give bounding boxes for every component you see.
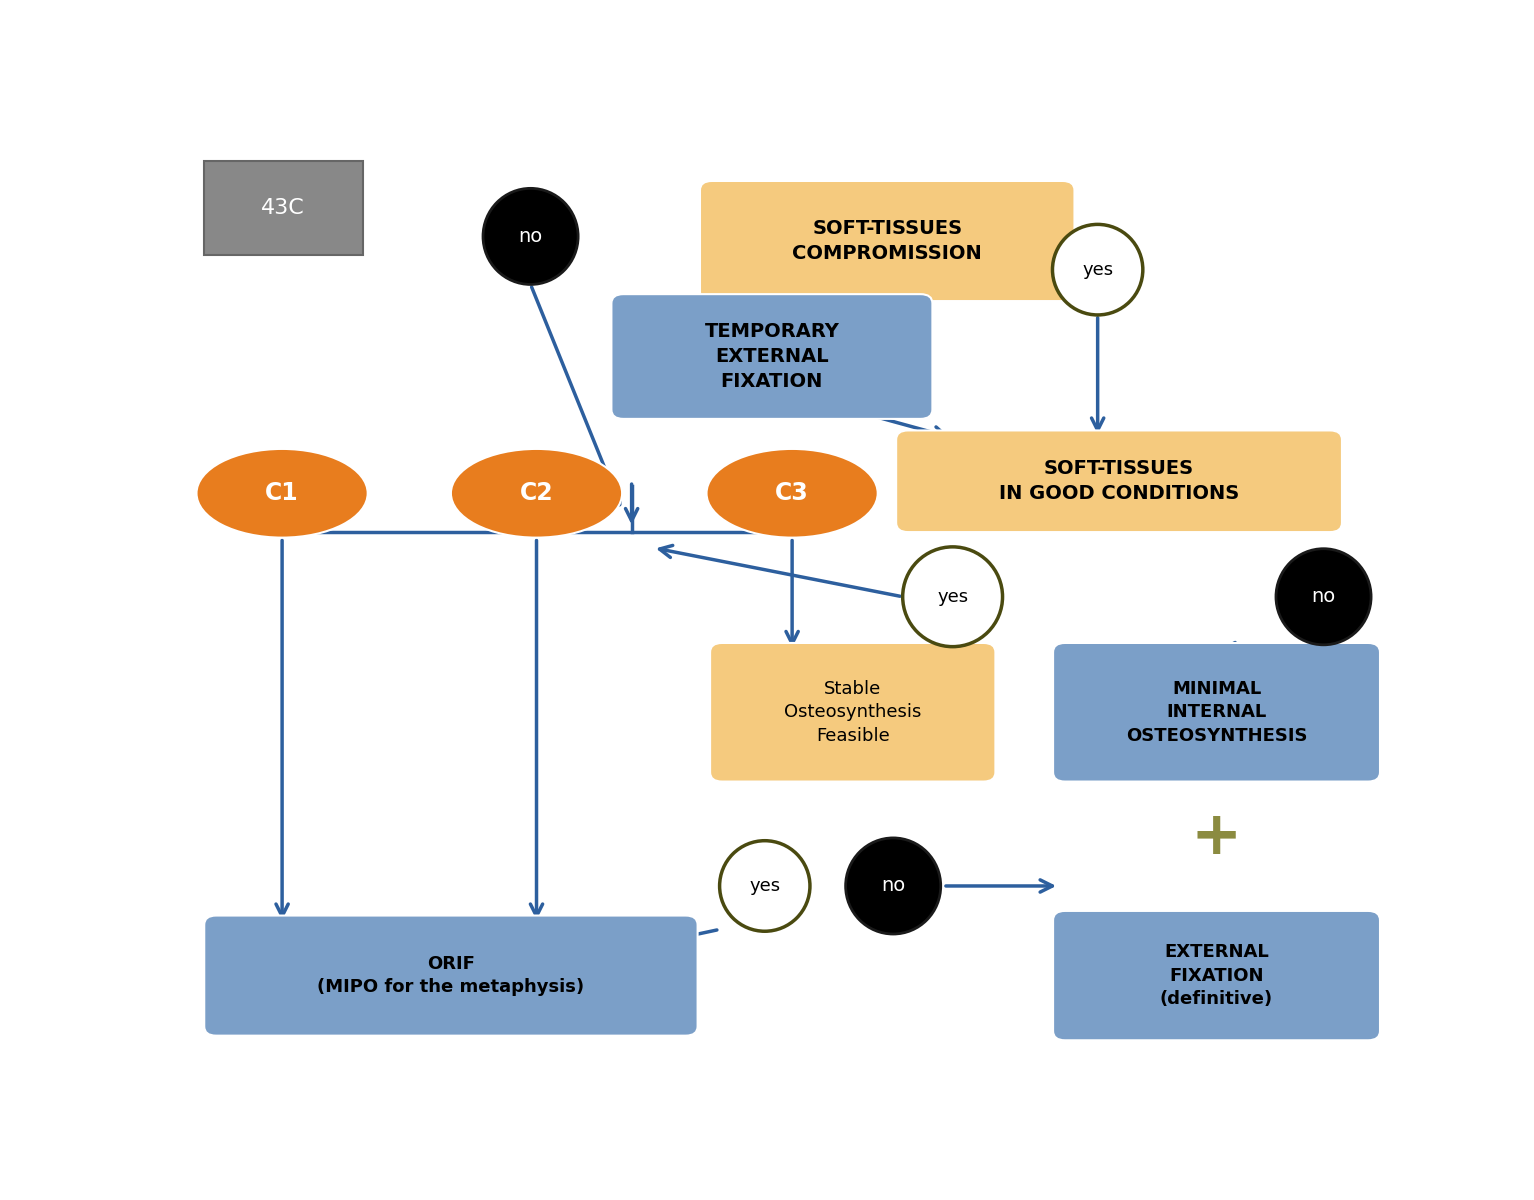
Text: EXTERNAL
FIXATION
(definitive): EXTERNAL FIXATION (definitive) <box>1160 943 1273 1008</box>
Text: Stable
Osteosynthesis
Feasible: Stable Osteosynthesis Feasible <box>784 679 922 745</box>
Text: no: no <box>1312 587 1336 606</box>
FancyBboxPatch shape <box>700 181 1074 301</box>
Ellipse shape <box>845 838 940 934</box>
Ellipse shape <box>1052 224 1143 314</box>
Ellipse shape <box>196 449 368 538</box>
Text: ORIF
(MIPO for the metaphysis): ORIF (MIPO for the metaphysis) <box>318 955 584 996</box>
FancyBboxPatch shape <box>896 431 1342 532</box>
Text: +: + <box>1190 808 1243 866</box>
Ellipse shape <box>1276 548 1371 644</box>
Text: C2: C2 <box>520 481 554 505</box>
Text: C3: C3 <box>775 481 808 505</box>
Ellipse shape <box>719 841 810 931</box>
Ellipse shape <box>451 449 623 538</box>
Text: yes: yes <box>937 588 968 606</box>
Text: SOFT-TISSUES
IN GOOD CONDITIONS: SOFT-TISSUES IN GOOD CONDITIONS <box>999 460 1239 503</box>
FancyBboxPatch shape <box>204 161 364 254</box>
Ellipse shape <box>902 547 1003 647</box>
Ellipse shape <box>707 449 877 538</box>
Text: C1: C1 <box>265 481 299 505</box>
Text: MINIMAL
INTERNAL
OSTEOSYNTHESIS: MINIMAL INTERNAL OSTEOSYNTHESIS <box>1126 679 1307 745</box>
FancyBboxPatch shape <box>710 643 996 781</box>
Text: TEMPORARY
EXTERNAL
FIXATION: TEMPORARY EXTERNAL FIXATION <box>704 322 839 391</box>
Text: yes: yes <box>749 877 781 895</box>
Text: SOFT-TISSUES
COMPROMISSION: SOFT-TISSUES COMPROMISSION <box>793 220 982 263</box>
FancyBboxPatch shape <box>204 916 698 1036</box>
Ellipse shape <box>483 188 578 284</box>
Text: no: no <box>881 876 905 895</box>
FancyBboxPatch shape <box>1052 911 1381 1040</box>
Text: no: no <box>518 227 543 246</box>
FancyBboxPatch shape <box>1052 643 1381 781</box>
FancyBboxPatch shape <box>612 294 933 419</box>
Text: 43C: 43C <box>261 198 305 217</box>
Text: yes: yes <box>1081 260 1114 278</box>
